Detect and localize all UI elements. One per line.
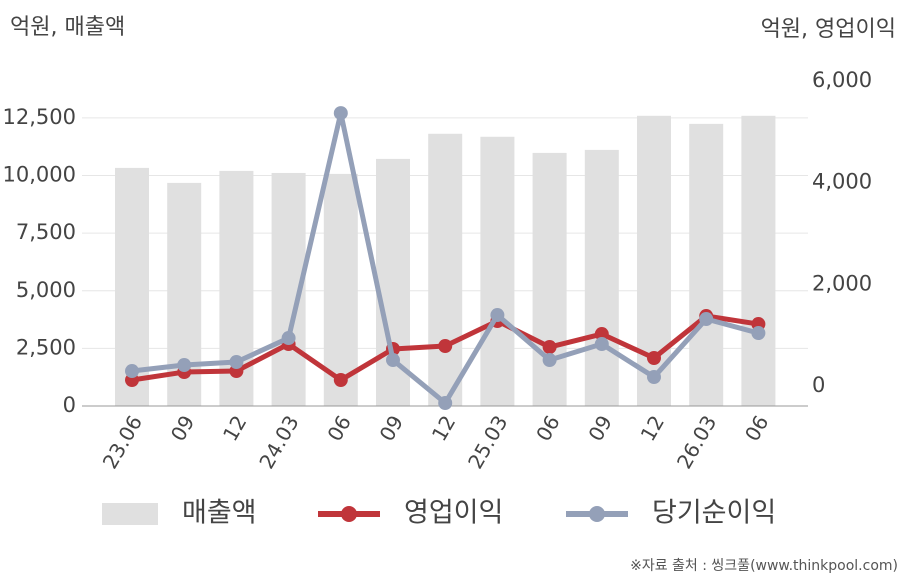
bar: [584, 149, 619, 406]
y2-tick-label: 4,000: [812, 170, 872, 194]
legend-swatch: [102, 503, 158, 525]
legend-marker: [341, 506, 357, 522]
legend-marker: [589, 506, 605, 522]
x-tick-label: 25.03: [463, 411, 512, 473]
point: [438, 339, 453, 354]
bar: [532, 152, 567, 406]
x-tick-label: 12: [427, 411, 461, 445]
bar: [480, 136, 515, 406]
y-tick-label: 2,500: [16, 335, 76, 359]
point: [229, 355, 244, 370]
point: [281, 331, 296, 346]
y2-tick-label: 0: [812, 373, 825, 397]
y2-tick-label: 6,000: [812, 68, 872, 92]
bar: [428, 133, 463, 406]
x-tick-label: 09: [375, 411, 409, 445]
point: [699, 312, 714, 327]
point: [177, 358, 192, 373]
x-tick-label: 23.06: [98, 411, 147, 473]
x-tick-label: 06: [740, 411, 774, 445]
x-tick-label: 12: [636, 411, 670, 445]
y-tick-label: 12,500: [3, 105, 76, 129]
x-tick-label: 06: [322, 411, 356, 445]
y-tick-label: 7,500: [16, 220, 76, 244]
y-tick-label: 5,000: [16, 278, 76, 302]
x-tick-label: 09: [583, 411, 617, 445]
point: [333, 106, 348, 121]
point: [386, 353, 400, 368]
point: [594, 337, 609, 352]
point: [490, 308, 505, 323]
y2-tick-label: 2,000: [812, 271, 872, 295]
legend-label: 당기순이익: [652, 498, 776, 529]
point: [647, 370, 661, 385]
point: [333, 373, 348, 388]
legend-label: 매출액: [182, 498, 257, 529]
point: [125, 364, 139, 379]
y-tick-label: 10,000: [3, 163, 76, 187]
x-tick-label: 24.03: [254, 411, 303, 473]
point: [438, 396, 453, 411]
point: [751, 326, 766, 341]
point: [542, 340, 557, 355]
source: ※자료 출처 : 씽크풀(www.thinkpool.com): [630, 558, 898, 574]
bar: [323, 173, 358, 406]
right-axis-title: 억원, 영업이익: [761, 17, 896, 42]
point: [542, 353, 557, 368]
x-tick-label: 06: [531, 411, 565, 445]
y-tick-label: 0: [63, 393, 76, 417]
point: [647, 351, 661, 366]
bar: [741, 115, 776, 406]
point: [594, 327, 609, 342]
x-tick-label: 26.03: [672, 411, 721, 473]
x-tick-label: 12: [218, 411, 252, 445]
left-axis-title: 억원, 매출액: [10, 15, 125, 40]
x-tick-label: 09: [166, 411, 200, 445]
legend-label: 영업이익: [404, 498, 503, 529]
bar: [689, 123, 724, 406]
